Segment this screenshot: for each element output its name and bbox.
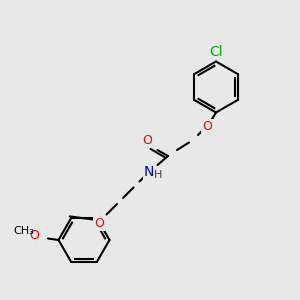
Text: O: O: [202, 119, 212, 133]
Text: CH₃: CH₃: [14, 226, 34, 236]
Text: H: H: [154, 169, 163, 180]
Text: N: N: [143, 166, 154, 179]
Text: O: O: [142, 134, 152, 148]
Text: O: O: [30, 229, 39, 242]
Text: Cl: Cl: [209, 46, 223, 59]
Text: O: O: [94, 217, 104, 230]
